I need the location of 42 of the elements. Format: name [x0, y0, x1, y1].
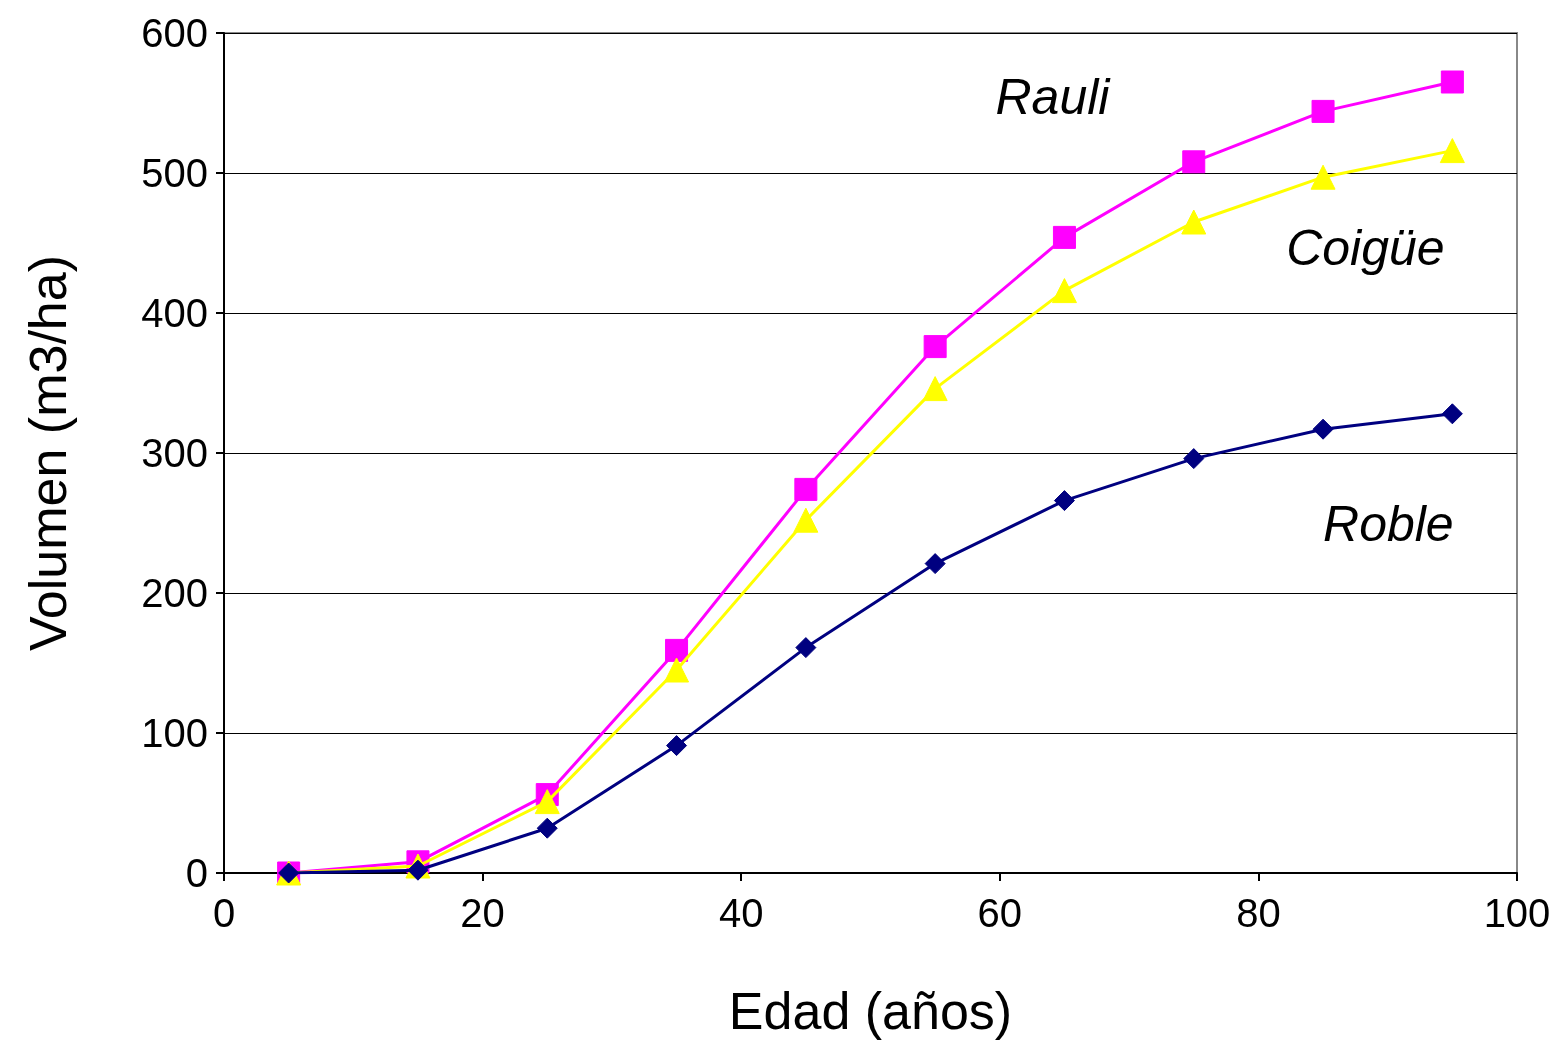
point [922, 376, 948, 402]
point [793, 507, 819, 533]
x-tick-label: 100 [1483, 891, 1551, 935]
point [664, 657, 690, 683]
point [1312, 418, 1334, 440]
point [1052, 225, 1076, 249]
x-tick-label: 20 [460, 891, 505, 935]
point [924, 553, 946, 575]
series-label: Rauli [995, 69, 1112, 126]
point [534, 789, 560, 815]
point [666, 735, 688, 757]
x-tick-label: 0 [212, 891, 236, 935]
x-tick-label: 80 [1236, 891, 1281, 935]
point [1440, 70, 1464, 94]
point [665, 638, 689, 662]
y-tick-label: 100 [141, 711, 208, 755]
point [1181, 209, 1207, 235]
point [536, 817, 558, 839]
point [1053, 490, 1075, 512]
point [1051, 278, 1077, 304]
y-tick-label: 300 [141, 431, 208, 475]
point [1182, 150, 1206, 174]
x-axis-title: Edad (años) [728, 982, 1013, 1040]
point [1311, 99, 1335, 123]
point [407, 859, 429, 881]
y-tick-label: 600 [141, 11, 208, 55]
series-label: Coigüe [1286, 219, 1445, 276]
point [795, 637, 817, 659]
y-tick-label: 0 [185, 851, 208, 895]
point [1310, 164, 1336, 190]
x-tick-label: 40 [718, 891, 764, 935]
point [1439, 138, 1465, 164]
point [794, 477, 818, 501]
point [1183, 448, 1205, 470]
series-label: Roble [1323, 495, 1454, 552]
y-tick-label: 200 [141, 571, 208, 615]
point [1441, 403, 1463, 425]
y-tick-label: 400 [141, 291, 208, 335]
y-tick-label: 500 [141, 151, 208, 195]
y-axis-title: Volumen (m3/ha) [19, 255, 77, 651]
x-tick-label: 60 [977, 891, 1023, 935]
point [923, 335, 947, 359]
